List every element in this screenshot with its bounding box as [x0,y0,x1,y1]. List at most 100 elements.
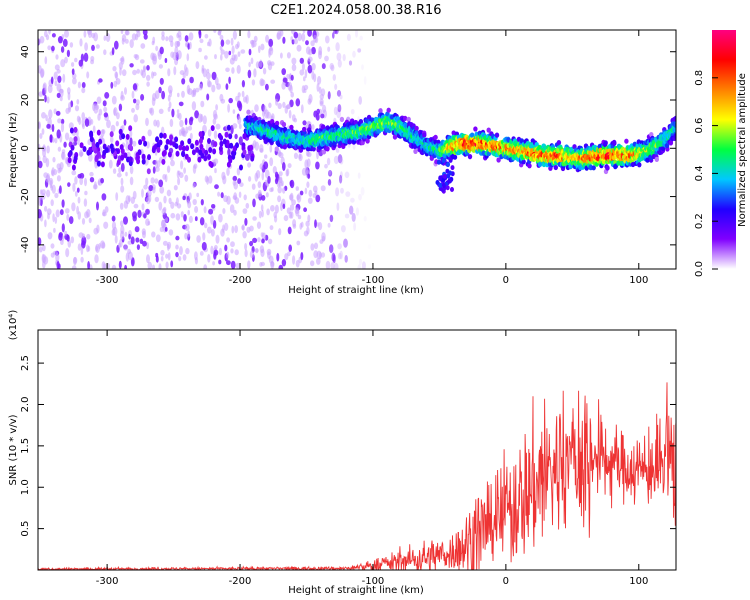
spectrogram-noise-cell [335,148,340,153]
spectrogram-noise-cell [56,129,61,139]
spectrogram-noise-cell [293,31,299,39]
spectrogram-noise-cell [249,250,255,259]
spectrogram-weak-cell [197,156,202,163]
spectrogram-noise-cell [57,146,62,152]
spectrogram-noise-cell [72,77,77,85]
spectrogram-noise-cell [38,209,42,219]
spectrogram-weak-cell [91,145,96,152]
spectrogram-noise-cell [142,240,147,247]
spectrogram-noise-cell [261,209,264,218]
spectrogram-noise-cell [132,69,137,76]
spectrogram-noise-cell [101,193,107,201]
spectrogram-noise-cell [134,54,140,61]
spectrogram-noise-cell [344,171,350,179]
spectrogram-noise-cell [42,261,46,269]
spectrogram-weak-cell [208,160,213,167]
spectrogram-noise-cell [166,165,171,173]
spectrogram-noise-cell [154,178,159,184]
spectrogram-noise-cell [236,100,242,109]
spectrogram-noise-cell [310,40,315,47]
spectrogram-noise-cell [189,116,194,122]
spectrogram-weak-cell [219,140,224,147]
spectrogram-noise-cell [51,33,56,38]
spectrogram-noise-cell [297,32,302,42]
spectrogram-weak-cell [194,139,199,146]
spectrogram-noise-cell [114,71,118,79]
spectrogram-noise-cell [48,109,53,119]
spectrogram-weak-cell [102,149,107,156]
spectrogram-noise-cell [103,106,108,113]
spectrogram-noise-cell [96,201,99,211]
spectrogram-noise-cell [198,83,203,91]
spectrogram-noise-cell [344,213,350,219]
spectrogram-noise-cell [61,199,65,208]
spectrogram-weak-cell [204,149,209,156]
spectrogram-noise-cell [250,57,254,65]
spectrogram-noise-cell [200,113,204,123]
spectrogram-noise-cell [109,136,114,143]
spectrogram-noise-cell [232,30,237,40]
spectrogram-noise-cell [220,39,225,47]
spectrogram-noise-cell [220,192,224,199]
spectrogram-noise-cell [315,161,320,170]
spectrogram-noise-cell [45,158,50,168]
colorbar-tick-label: 0.8 [694,70,705,86]
spectrogram-noise-cell [38,38,42,45]
spectrogram-noise-cell [152,93,157,102]
spectrogram-noise-cell [300,252,304,261]
spectrogram-noise-cell [264,154,268,159]
spectrogram-noise-cell [307,64,313,74]
spectrogram-noise-cell [283,215,289,222]
colorbar-tick-label: 0.4 [694,165,705,181]
spectrogram-noise-cell [111,264,117,269]
spectrogram-x-tick-label: 0 [503,275,509,286]
spectrogram-noise-cell [219,93,224,102]
spectrogram-noise-cell [282,101,286,108]
spectrogram-ridge-cell [321,124,326,130]
spectrogram-noise-cell [152,264,155,269]
spectrogram-noise-cell [222,175,227,185]
spectrogram-noise-cell [296,44,302,52]
spectrogram-weak-cell [73,155,78,162]
spectrogram-noise-cell [118,61,123,70]
spectrogram-weak-cell [110,147,115,154]
spectrogram-noise-cell [299,190,304,196]
spectrogram-weak-cell [141,153,146,160]
spectrogram-noise-cell [74,105,80,112]
spectrogram-weak-cell [185,145,190,152]
spectrogram-dip-cell [448,170,453,176]
spectrogram-ridge-cell [452,154,458,160]
spectrogram-noise-cell [161,219,165,228]
spectrogram-noise-cell [293,38,299,45]
spectrogram-ridge-cell [386,107,391,113]
spectrogram-noise-cell [84,42,88,52]
spectrogram-noise-cell [282,36,286,44]
spectrogram-noise-cell [269,46,273,52]
spectrogram-noise-cell [262,67,267,75]
spectrogram-noise-cell [211,71,217,81]
spectrogram-noise-cell [52,213,55,223]
spectrogram-noise-cell [267,175,271,184]
spectrogram-noise-cell [329,244,334,254]
spectrogram-noise-cell [115,192,119,201]
spectrogram-weak-cell [96,129,101,136]
spectrogram-noise-cell [214,184,219,190]
spectrogram-noise-cell [261,171,265,181]
spectrogram-noise-cell [281,81,286,90]
snr-y-tick-label: 1.5 [20,438,31,454]
spectrogram-dip-cell [446,162,450,168]
spectrogram-noise-cell [270,205,275,212]
spectrogram-noise-cell [334,30,339,35]
spectrogram-noise-cell [185,126,189,134]
spectrogram-noise-cell [84,190,88,196]
spectrogram-noise-cell [120,177,124,186]
spectrogram-noise-cell [54,80,58,87]
spectrogram-noise-cell [175,197,179,206]
spectrogram-y-tick-label: -20 [20,188,31,204]
spectrogram-noise-cell [44,56,48,65]
spectrogram-noise-cell [45,114,48,122]
spectrogram-noise-cell [181,90,185,98]
spectrogram-noise-cell [352,50,356,58]
spectrogram-noise-cell [225,39,231,45]
spectrogram-noise-cell [206,93,210,101]
